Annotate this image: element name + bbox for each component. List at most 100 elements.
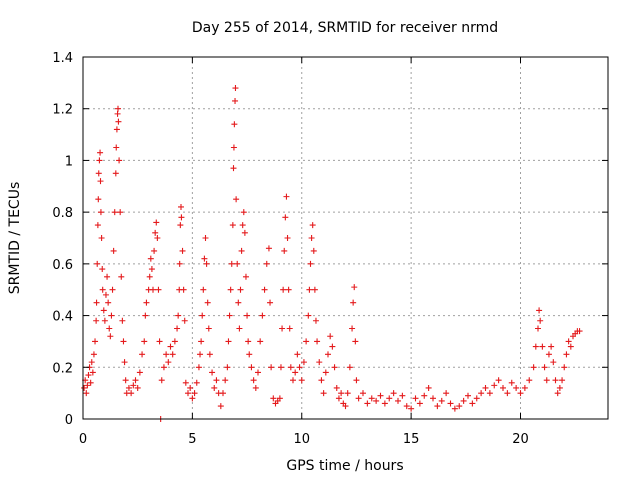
data-point [373,397,380,404]
data-point [541,364,548,371]
data-point [146,273,153,280]
data-point [195,364,202,371]
data-point [175,312,182,319]
data-point [327,333,334,340]
data-point [310,247,317,254]
data-points [81,85,583,422]
data-point [320,390,327,397]
data-point [298,377,305,384]
data-point [125,384,132,391]
data-point [177,222,184,229]
data-point [556,384,563,391]
data-point [94,222,101,229]
data-point [292,369,299,376]
data-point [360,390,366,397]
data-point [421,392,428,399]
data-point [381,400,388,407]
data-point [134,384,141,391]
data-point [148,266,155,273]
data-point [93,299,100,306]
data-point [233,196,240,203]
data-point [179,247,186,254]
data-point [95,196,102,203]
data-point [181,317,188,324]
data-point [255,369,261,376]
data-point [213,377,220,384]
data-point [517,390,524,397]
data-point [202,235,209,241]
data-point [482,384,489,391]
data-point [200,286,207,293]
data-point [561,364,568,371]
data-point [116,157,123,164]
data-point [96,157,103,164]
data-point [559,377,566,384]
data-point [226,312,233,319]
data-point [156,338,163,345]
data-point [225,338,232,345]
data-point [537,317,544,324]
data-point [198,338,205,345]
data-point [211,384,218,391]
data-point [486,390,493,397]
data-point [344,390,351,397]
data-point [268,364,275,371]
data-point [368,395,375,402]
data-point [504,390,511,397]
data-point [109,286,116,293]
data-point [88,359,95,366]
data-point [469,400,476,407]
data-point [141,338,148,345]
data-point [232,97,239,104]
data-point [228,260,235,267]
data-point [281,247,288,254]
data-point [160,364,167,371]
data-point [283,193,290,200]
data-point [377,392,384,399]
data-point [204,299,211,306]
data-point [246,351,253,358]
data-point [122,377,129,384]
data-point [143,299,150,306]
data-point [338,390,345,397]
data-point [386,395,393,402]
data-point [150,286,156,293]
data-point [239,222,246,229]
data-point [303,338,310,345]
data-point [182,379,189,386]
data-point [416,400,423,407]
data-point [121,359,128,366]
data-point [478,390,485,397]
data-point [395,397,401,404]
data-point [248,364,255,371]
data-point [270,395,277,402]
data-point [89,369,96,376]
data-point [430,395,436,402]
data-point [142,312,149,319]
data-point [114,110,121,117]
data-point [97,178,104,185]
x-axis-title: GPS time / hours [286,458,403,474]
data-point [331,364,338,371]
data-point [244,312,251,319]
data-point [536,307,543,314]
data-point [83,390,90,397]
data-point [287,364,294,371]
data-point [438,397,445,404]
data-point [163,351,170,358]
data-point [447,400,454,407]
data-point [408,405,415,412]
data-point [342,403,349,410]
data-point [307,260,314,267]
y-tick-label: 1 [65,154,73,169]
data-point [364,400,371,407]
data-point [102,291,109,298]
data-point [279,325,286,332]
data-point [206,351,213,358]
y-tick-label: 0.8 [52,206,73,221]
data-point [97,149,104,156]
data-point [285,286,292,293]
data-point [412,395,419,402]
data-point [425,384,432,391]
